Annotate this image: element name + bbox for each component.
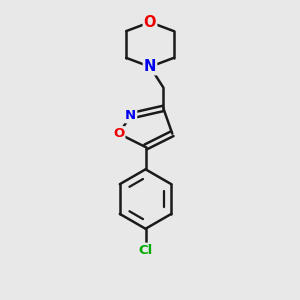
Text: O: O [113,127,124,140]
Text: O: O [144,15,156,30]
Text: N: N [144,59,156,74]
Text: Cl: Cl [138,244,153,257]
Text: N: N [125,109,136,122]
